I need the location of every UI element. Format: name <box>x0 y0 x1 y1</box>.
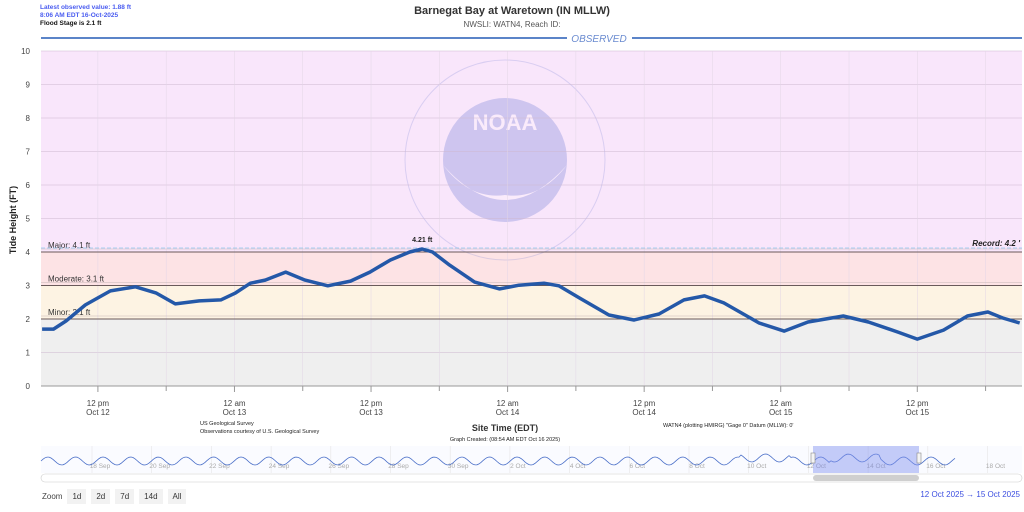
range-to[interactable]: 15 Oct 2025 <box>976 490 1020 499</box>
navigator-label: 22 Sep <box>209 463 230 470</box>
y-tick-label: 10 <box>21 47 30 56</box>
x-tick-label: 12 pm <box>633 399 656 408</box>
navigator-label: 14 Oct <box>867 463 886 470</box>
x-tick-date: Oct 15 <box>906 408 930 417</box>
usgs-courtesy: Observations courtesy of U.S. Geological… <box>200 429 319 435</box>
navigator-handle-right[interactable] <box>916 452 922 464</box>
y-tick-label: 8 <box>26 114 31 123</box>
x-tick-label: 12 am <box>770 399 793 408</box>
navigator-selection[interactable] <box>813 446 919 473</box>
record-label: Record: 4.2 ' <box>972 239 1021 248</box>
y-tick-label: 0 <box>26 382 31 391</box>
navigator-label: 4 Oct <box>570 463 586 470</box>
y-tick-label: 9 <box>26 81 31 90</box>
minor-threshold-label: Minor: 2.1 ft <box>48 308 91 317</box>
navigator-label: 8 Oct <box>689 463 705 470</box>
x-tick-label: 12 pm <box>906 399 929 408</box>
navigator-handle-left[interactable] <box>810 452 816 464</box>
noaa-logo-watermark: NOAA <box>404 59 606 261</box>
x-tick-date: Oct 15 <box>769 408 793 417</box>
x-axis-title: Site Time (EDT) <box>472 423 538 433</box>
moderate-band <box>41 252 1022 286</box>
navigator-label: 18 Sep <box>90 463 111 470</box>
zoom-all-button[interactable]: All <box>167 489 187 504</box>
x-tick-date: Oct 12 <box>86 408 110 417</box>
x-tick-label: 12 pm <box>360 399 383 408</box>
navigator-label: 30 Sep <box>448 463 469 470</box>
navigator-label: 28 Sep <box>388 463 409 470</box>
navigator-label: 16 Oct <box>926 463 945 470</box>
zoom-1d-button[interactable]: 1d <box>67 489 87 504</box>
hydrograph-chart: NOAA Major: 4.1 ft Moderate: 3.1 ft Minor:… <box>8 34 1023 483</box>
x-tick-label: 12 am <box>496 399 519 408</box>
y-tick-label: 7 <box>26 148 31 157</box>
navigator-label: 26 Sep <box>328 463 349 470</box>
scrollbar-track[interactable] <box>40 473 1023 483</box>
y-tick-label: 4 <box>26 248 31 257</box>
navigator-label: 18 Oct <box>986 463 1005 470</box>
x-tick-date: Oct 14 <box>632 408 656 417</box>
latest-value: Latest observed value: 1.88 ft <box>40 4 132 11</box>
zoom-7d-button[interactable]: 7d <box>115 489 135 504</box>
svg-text:NOAA: NOAA <box>473 110 538 135</box>
zoom-label: Zoom <box>42 492 63 501</box>
y-tick-label: 5 <box>26 215 31 224</box>
x-tick-label: 12 am <box>223 399 246 408</box>
navigator-label: 6 Oct <box>630 463 646 470</box>
latest-observed: Latest observed value: 1.88 ft 8:06 AM E… <box>40 4 131 20</box>
x-tick-date: Oct 14 <box>496 408 520 417</box>
range-from[interactable]: 12 Oct 2025 <box>920 490 964 499</box>
x-tick-label: 12 pm <box>87 399 110 408</box>
zoom-controls: Zoom 1d 2d 7d 14d All <box>42 489 187 504</box>
observed-series-line[interactable] <box>42 247 1021 341</box>
chart-subtitle: NWSLI: WATN4, Reach ID: <box>463 20 561 29</box>
navigator-label: 12 Oct <box>807 463 826 470</box>
y-tick-label: 2 <box>26 315 31 324</box>
x-tick-date: Oct 13 <box>359 408 383 417</box>
navigator-label: 20 Sep <box>149 463 170 470</box>
range-arrow: → <box>966 490 975 499</box>
y-axis-title: Tide Height (FT) <box>8 186 18 254</box>
moderate-threshold-label: Moderate: 3.1 ft <box>48 275 105 284</box>
usgs-credit: US Geological Survey <box>200 421 254 427</box>
flood-stage: Flood Stage is 2.1 ft <box>40 20 102 27</box>
zoom-14d-button[interactable]: 14d <box>139 489 163 504</box>
peak-label: 4.21 ft <box>412 237 433 244</box>
datum-note: WATN4 (plotting HMIRG) "Gage 0" Datum (M… <box>663 423 793 429</box>
scrollbar-thumb[interactable] <box>813 475 919 481</box>
navigator-label: 2 Oct <box>510 463 526 470</box>
navigator[interactable]: 18 Sep 20 Sep 22 Sep 24 Sep 26 Sep 28 Sep 30 S… <box>40 446 1023 483</box>
navigator-label: 10 Oct <box>747 463 766 470</box>
y-tick-label: 1 <box>26 349 31 358</box>
x-tick-date: Oct 13 <box>223 408 247 417</box>
major-threshold-label: Major: 4.1 ft <box>48 241 91 250</box>
chart-title: Barnegat Bay at Waretown (IN MLLW) <box>414 5 610 17</box>
observed-legend[interactable]: OBSERVED <box>571 34 626 45</box>
date-range: 12 Oct 2025 → 15 Oct 2025 <box>920 490 1020 499</box>
graph-created: Graph Created: (08:54 AM EDT Oct 16 2025… <box>450 437 560 443</box>
zoom-2d-button[interactable]: 2d <box>91 489 111 504</box>
latest-time: 8:06 AM EDT 16-Oct-2025 <box>40 12 119 19</box>
y-tick-label: 3 <box>26 282 31 291</box>
y-tick-label: 6 <box>26 181 31 190</box>
navigator-label: 24 Sep <box>269 463 290 470</box>
